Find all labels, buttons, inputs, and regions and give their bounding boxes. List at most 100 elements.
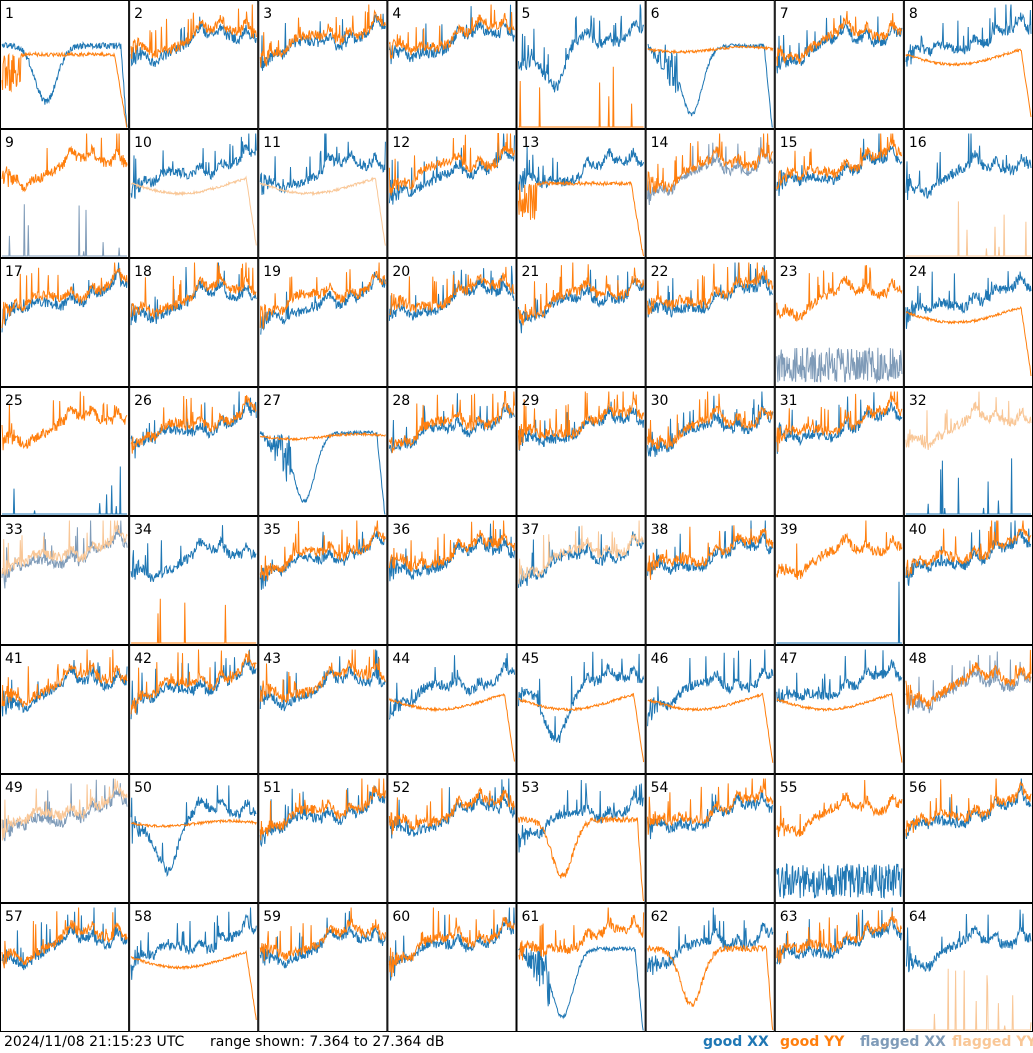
panel-41: 41 <box>0 645 130 774</box>
panel-27: 27 <box>258 387 388 516</box>
panel-62: 62 <box>645 903 775 1032</box>
timestamp: 2024/11/08 21:15:23 UTC <box>4 1034 185 1050</box>
series-xx-25 <box>2 466 128 515</box>
series-xx-5 <box>518 4 645 93</box>
series-yy-52 <box>388 787 515 835</box>
panel-label: 45 <box>522 651 540 667</box>
panel-frame <box>645 903 775 1032</box>
panel-label: 27 <box>263 393 281 409</box>
series-xx-30 <box>647 391 774 457</box>
panel-frame <box>774 516 904 645</box>
series-yy-62 <box>647 944 774 1031</box>
panel-frame <box>129 387 259 516</box>
panel-17: 17 <box>0 258 130 387</box>
panel-frame <box>0 258 130 387</box>
legend-good-yy: good YY <box>780 1034 845 1050</box>
panel-label: 56 <box>909 780 927 796</box>
series-xx-54 <box>647 791 774 840</box>
panel-label: 16 <box>909 135 927 151</box>
panel-label: 17 <box>5 264 23 280</box>
panel-60: 60 <box>387 903 517 1032</box>
series-yy-50 <box>130 818 257 829</box>
series-yy-53 <box>518 815 645 902</box>
series-yy-28 <box>388 391 515 454</box>
series-xx-1 <box>1 41 128 128</box>
panel-label: 18 <box>134 264 152 280</box>
series-yy-9 <box>1 133 128 193</box>
series-yy-49 <box>1 778 128 841</box>
series-yy-36 <box>388 520 515 572</box>
panel-14: 14 <box>645 129 775 258</box>
series-yy-33 <box>1 520 128 576</box>
panel-label: 13 <box>522 135 540 151</box>
series-xx-50 <box>130 785 257 877</box>
panel-label: 42 <box>134 651 152 667</box>
panel-3: 3 <box>258 0 388 129</box>
panel-label: 40 <box>909 522 927 538</box>
panel-label: 57 <box>5 909 23 925</box>
panel-37: 37 <box>516 516 646 645</box>
panel-21: 21 <box>516 258 646 387</box>
series-yy-21 <box>518 262 645 326</box>
series-xx-2 <box>130 16 257 67</box>
panel-20: 20 <box>387 258 517 387</box>
series-xx-55 <box>776 863 903 900</box>
panel-label: 3 <box>263 6 272 22</box>
series-yy-13 <box>518 180 645 257</box>
panel-label: 9 <box>5 135 14 151</box>
panel-label: 24 <box>909 264 927 280</box>
panel-63: 63 <box>774 903 904 1032</box>
series-xx-9 <box>2 204 128 257</box>
panel-frame <box>645 0 775 129</box>
panel-frame <box>258 645 388 774</box>
series-yy-12 <box>388 133 515 196</box>
panel-42: 42 <box>129 645 259 774</box>
series-yy-2 <box>130 4 257 59</box>
panel-55: 55 <box>774 774 904 903</box>
panel-frame <box>0 0 130 129</box>
series-xx-41 <box>1 659 128 717</box>
series-yy-20 <box>389 266 515 316</box>
panel-frame <box>0 645 130 774</box>
series-yy-10 <box>131 175 257 246</box>
series-xx-7 <box>776 15 903 74</box>
series-xx-34 <box>130 525 257 582</box>
panel-label: 32 <box>909 393 927 409</box>
series-yy-26 <box>130 395 257 454</box>
panel-31: 31 <box>774 387 904 516</box>
series-yy-51 <box>259 778 386 841</box>
footer: 2024/11/08 21:15:23 UTC range shown: 7.3… <box>0 1032 1033 1053</box>
series-yy-41 <box>1 649 128 708</box>
panel-29: 29 <box>516 387 646 516</box>
series-yy-30 <box>647 391 774 451</box>
series-xx-23 <box>776 347 903 384</box>
series-yy-46 <box>647 692 774 763</box>
series-yy-29 <box>518 391 645 451</box>
panel-label: 38 <box>651 522 669 538</box>
panel-8: 8 <box>903 0 1033 129</box>
panel-43: 43 <box>258 645 388 774</box>
series-yy-14 <box>647 133 774 194</box>
panel-57: 57 <box>0 903 130 1032</box>
panel-label: 48 <box>909 651 927 667</box>
series-yy-24 <box>905 306 1032 377</box>
series-yy-38 <box>647 525 774 580</box>
panel-frame <box>258 258 388 387</box>
panel-label: 55 <box>780 780 798 796</box>
panel-frame <box>387 387 517 516</box>
series-yy-64 <box>905 968 1032 1031</box>
panel-label: 61 <box>522 909 540 925</box>
series-xx-62 <box>647 907 774 976</box>
panel-frame <box>0 903 130 1032</box>
series-yy-42 <box>130 649 257 715</box>
panel-16: 16 <box>903 129 1033 258</box>
panel-label: 51 <box>263 780 281 796</box>
panel-23: 23 <box>774 258 904 387</box>
series-xx-27 <box>259 429 386 515</box>
panel-frame <box>903 774 1033 903</box>
panel-13: 13 <box>516 129 646 258</box>
series-xx-4 <box>388 4 515 65</box>
panel-24: 24 <box>903 258 1033 387</box>
panel-51: 51 <box>258 774 388 903</box>
series-xx-39 <box>776 581 902 644</box>
